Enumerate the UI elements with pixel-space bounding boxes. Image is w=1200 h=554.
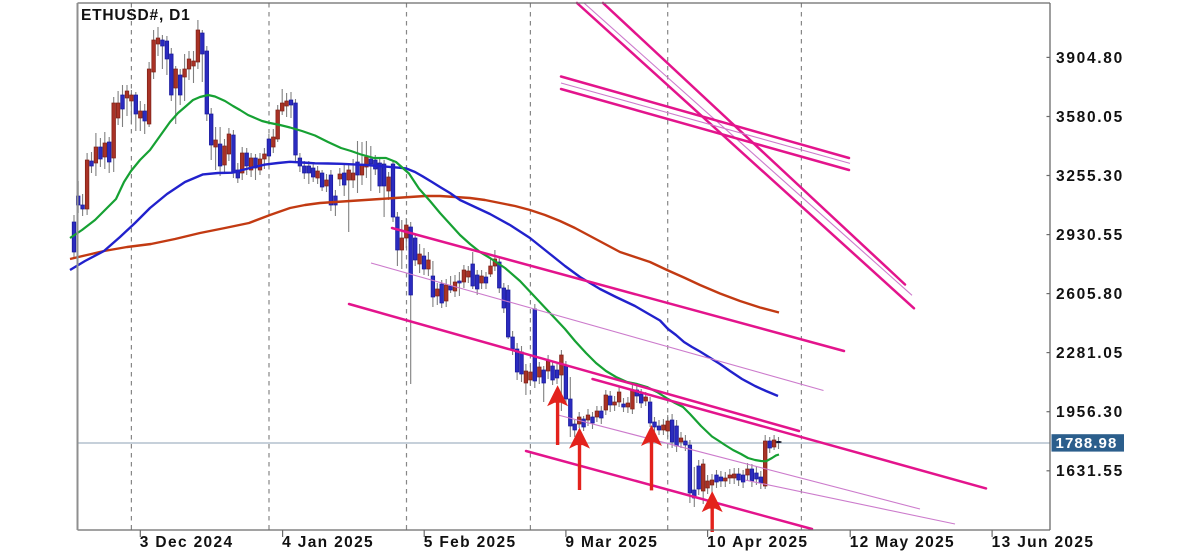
svg-text:3580.05: 3580.05 bbox=[1056, 109, 1124, 126]
svg-text:1788.98: 1788.98 bbox=[1056, 435, 1118, 452]
svg-text:5 Feb 2025: 5 Feb 2025 bbox=[424, 534, 517, 551]
svg-text:9 Mar 2025: 9 Mar 2025 bbox=[565, 534, 658, 551]
svg-text:3904.80: 3904.80 bbox=[1056, 50, 1124, 67]
svg-text:2930.55: 2930.55 bbox=[1056, 227, 1124, 244]
svg-text:2605.80: 2605.80 bbox=[1056, 286, 1124, 303]
svg-text:ETHUSD#, D1: ETHUSD#, D1 bbox=[81, 7, 191, 24]
svg-text:10 Apr 2025: 10 Apr 2025 bbox=[707, 534, 808, 551]
svg-text:3 Dec 2024: 3 Dec 2024 bbox=[140, 534, 234, 551]
svg-text:1631.55: 1631.55 bbox=[1056, 463, 1124, 480]
svg-text:2281.05: 2281.05 bbox=[1056, 345, 1124, 362]
svg-text:3255.30: 3255.30 bbox=[1056, 168, 1124, 185]
svg-text:13 Jun 2025: 13 Jun 2025 bbox=[992, 534, 1095, 551]
svg-text:4 Jan 2025: 4 Jan 2025 bbox=[282, 534, 374, 551]
svg-text:12 May 2025: 12 May 2025 bbox=[850, 534, 955, 551]
svg-text:1956.30: 1956.30 bbox=[1056, 404, 1124, 421]
